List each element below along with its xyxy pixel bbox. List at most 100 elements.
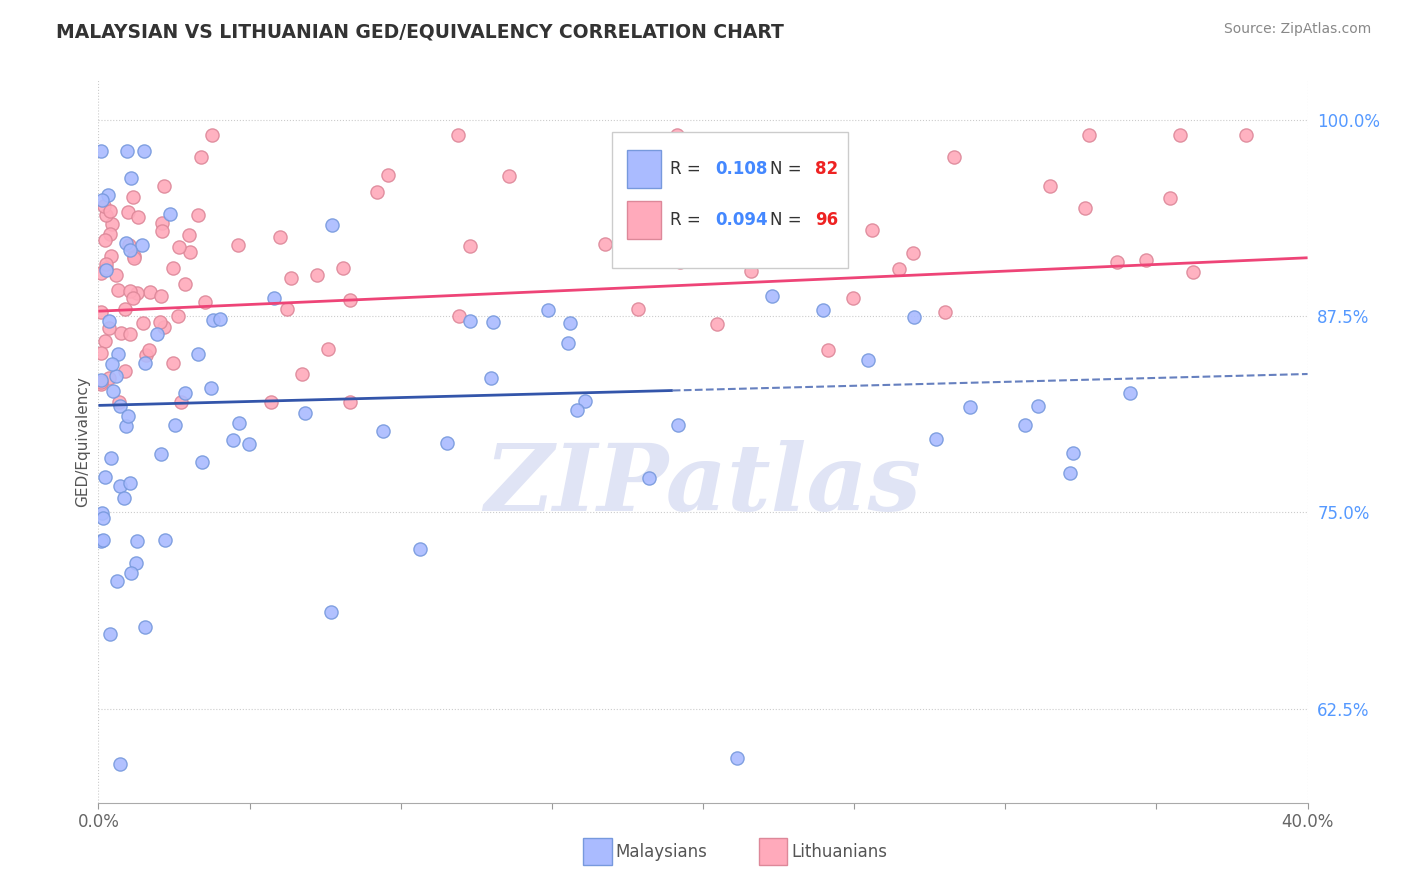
- Point: [201, 313, 224, 327]
- Point: [94, 260, 117, 275]
- Point: [97, 371, 120, 385]
- Point: [479, 370, 502, 384]
- Point: [842, 291, 865, 305]
- Point: [316, 342, 339, 356]
- Point: [150, 289, 173, 303]
- Point: [90, 506, 112, 520]
- Point: [1168, 128, 1191, 143]
- FancyBboxPatch shape: [613, 132, 848, 268]
- Point: [761, 289, 783, 303]
- Point: [162, 356, 184, 370]
- Point: [120, 326, 142, 341]
- Point: [114, 236, 136, 251]
- Point: [860, 223, 883, 237]
- Point: [226, 238, 249, 252]
- Point: [98, 314, 121, 328]
- Point: [856, 353, 879, 368]
- Point: [1062, 446, 1084, 460]
- Point: [1039, 179, 1062, 194]
- Point: [436, 435, 458, 450]
- Point: [97, 188, 120, 202]
- Point: [179, 228, 201, 243]
- Point: [162, 261, 184, 276]
- Point: [90, 266, 112, 280]
- Point: [377, 169, 399, 183]
- Point: [146, 326, 169, 341]
- Point: [100, 250, 122, 264]
- Point: [101, 217, 124, 231]
- Point: [114, 419, 136, 434]
- Point: [669, 255, 692, 269]
- Point: [110, 400, 132, 414]
- Point: [200, 381, 222, 395]
- Point: [159, 207, 181, 221]
- Text: Source: ZipAtlas.com: Source: ZipAtlas.com: [1223, 22, 1371, 37]
- Text: N =: N =: [769, 161, 807, 178]
- Point: [173, 386, 195, 401]
- Point: [208, 311, 231, 326]
- Point: [190, 150, 212, 164]
- Point: [108, 479, 131, 493]
- Point: [122, 249, 145, 263]
- Point: [280, 270, 302, 285]
- Point: [228, 416, 250, 430]
- Point: [117, 409, 139, 423]
- Point: [118, 243, 141, 257]
- Point: [90, 376, 112, 391]
- Text: 0.094: 0.094: [716, 211, 768, 228]
- Point: [110, 326, 132, 340]
- Point: [593, 237, 616, 252]
- Point: [90, 375, 112, 389]
- Point: [91, 194, 114, 208]
- Bar: [627, 151, 661, 188]
- Point: [238, 437, 260, 451]
- Point: [170, 395, 193, 409]
- Point: [132, 144, 155, 158]
- Point: [222, 434, 245, 448]
- Point: [107, 283, 129, 297]
- Point: [117, 205, 139, 219]
- Point: [194, 294, 217, 309]
- Point: [811, 302, 834, 317]
- Point: [98, 321, 121, 335]
- Point: [191, 455, 214, 469]
- Point: [153, 179, 176, 194]
- Point: [127, 210, 149, 224]
- Point: [114, 302, 136, 317]
- Text: MALAYSIAN VS LITHUANIAN GED/EQUIVALENCY CORRELATION CHART: MALAYSIAN VS LITHUANIAN GED/EQUIVALENCY …: [56, 22, 785, 41]
- Point: [276, 301, 298, 316]
- Text: R =: R =: [671, 211, 706, 228]
- Point: [458, 314, 481, 328]
- Point: [124, 251, 146, 265]
- Point: [122, 190, 145, 204]
- Point: [93, 511, 115, 525]
- Point: [153, 533, 176, 547]
- Point: [153, 319, 176, 334]
- Point: [107, 347, 129, 361]
- Point: [135, 348, 157, 362]
- Point: [138, 343, 160, 358]
- Text: 96: 96: [815, 211, 838, 228]
- Point: [104, 268, 127, 283]
- Point: [740, 264, 762, 278]
- Point: [90, 373, 112, 387]
- Point: [94, 262, 117, 277]
- Bar: [627, 201, 661, 238]
- Point: [1159, 191, 1181, 205]
- Point: [1135, 253, 1157, 268]
- Point: [127, 534, 149, 549]
- Point: [537, 303, 560, 318]
- Point: [104, 369, 127, 384]
- Point: [139, 285, 162, 299]
- Point: [1105, 255, 1128, 269]
- Point: [498, 169, 520, 183]
- Point: [706, 317, 728, 331]
- Point: [115, 144, 138, 158]
- Point: [366, 186, 388, 200]
- Point: [98, 626, 121, 640]
- Point: [903, 310, 925, 324]
- Point: [186, 209, 208, 223]
- Y-axis label: GED/Equivalency: GED/Equivalency: [75, 376, 90, 507]
- Text: Malaysians: Malaysians: [616, 843, 707, 861]
- Point: [120, 171, 142, 186]
